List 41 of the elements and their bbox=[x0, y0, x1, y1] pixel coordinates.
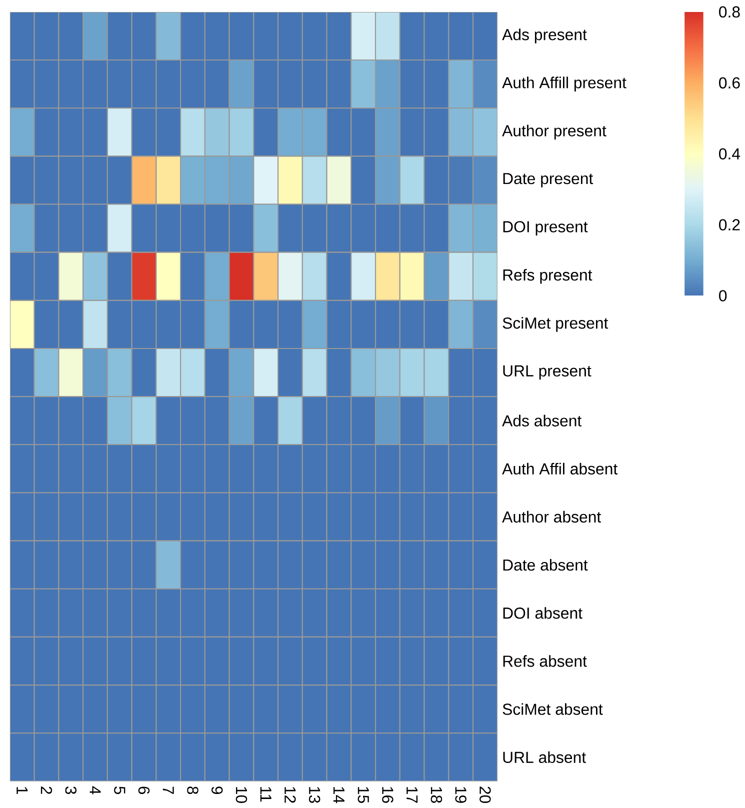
x-tick-label: 10 bbox=[236, 787, 248, 803]
color-bar-label: 0 bbox=[719, 290, 727, 302]
color-bar-label: 0.8 bbox=[719, 6, 740, 18]
x-tick-label: 7 bbox=[162, 786, 174, 794]
x-tick-label: 18 bbox=[430, 787, 442, 803]
x-tick-label: 5 bbox=[114, 786, 126, 794]
color-bar-label: 0.2 bbox=[719, 219, 740, 230]
y-tick-label: DOI present bbox=[503, 221, 588, 236]
x-tick-label: 4 bbox=[90, 786, 101, 794]
y-tick-label: Refs absent bbox=[503, 655, 587, 667]
y-tick-label: Author present bbox=[502, 124, 606, 140]
y-tick-label: Author absent bbox=[502, 510, 602, 523]
x-tick-label: 9 bbox=[212, 786, 223, 794]
y-tick-label: Auth Affill present bbox=[502, 76, 626, 92]
y-tick-label: Refs present bbox=[503, 268, 592, 284]
x-tick-label: 13 bbox=[308, 787, 320, 803]
y-tick-label: URL absent bbox=[503, 751, 586, 763]
color-bar-label: 0.4 bbox=[719, 148, 740, 160]
x-tick-label: 16 bbox=[382, 787, 394, 803]
x-tick-label: 11 bbox=[260, 787, 272, 802]
y-tick-label: Ads absent bbox=[502, 414, 582, 426]
x-tick-label: 19 bbox=[455, 787, 466, 803]
x-tick-label: 6 bbox=[138, 786, 150, 794]
y-tick-label: Date absent bbox=[503, 559, 588, 571]
x-tick-label: 1 bbox=[16, 787, 28, 794]
y-tick-label: Date present bbox=[503, 173, 594, 188]
y-tick-label: SciMet absent bbox=[502, 703, 603, 715]
y-tick-label: URL present bbox=[503, 365, 592, 380]
y-tick-label: DOI absent bbox=[503, 607, 582, 619]
x-tick-label: 14 bbox=[334, 787, 344, 804]
y-tick-label: Ads present bbox=[502, 28, 587, 44]
x-tick-label: 2 bbox=[40, 786, 52, 794]
x-tick-label: 20 bbox=[480, 786, 491, 803]
x-tick-label: 17 bbox=[406, 787, 418, 803]
y-tick-label: Auth Affil absent bbox=[502, 462, 618, 475]
y-tick-label: SciMet present bbox=[502, 317, 608, 332]
x-tick-label: 12 bbox=[284, 787, 296, 803]
x-tick-label: 3 bbox=[65, 786, 77, 794]
x-tick-label: 15 bbox=[358, 787, 369, 803]
x-tick-label: 8 bbox=[187, 786, 198, 794]
color-bar-label: 0.6 bbox=[719, 77, 740, 89]
